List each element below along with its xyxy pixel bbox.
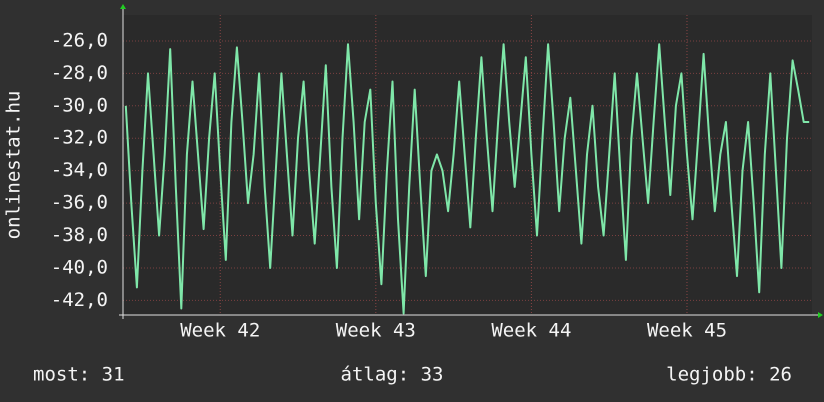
x-tick-label: Week 45: [647, 320, 727, 342]
y-tick-label: -32,0: [51, 127, 108, 149]
series-line: [124, 43, 810, 315]
y-tick-label: -40,0: [51, 256, 108, 278]
y-tick-label: -42,0: [51, 289, 108, 311]
y-tick-label: -28,0: [51, 62, 108, 84]
plot-area: [123, 15, 812, 315]
axis-arrow: [120, 4, 126, 9]
y-tick-label: -30,0: [51, 94, 108, 116]
axis-arrow: [818, 312, 823, 318]
footer-best: legjobb: 26: [666, 364, 792, 386]
footer-current: most: 31: [33, 364, 125, 386]
y-axis-label: onlinestat.hu: [3, 91, 25, 240]
y-tick-label: -34,0: [51, 159, 108, 181]
y-tick-label: -38,0: [51, 224, 108, 246]
footer-average: átlag: 33: [341, 364, 444, 386]
y-tick-label: -36,0: [51, 192, 108, 214]
x-tick-label: Week 44: [491, 320, 571, 342]
y-tick-label: -26,0: [51, 29, 108, 51]
x-tick-label: Week 43: [336, 320, 416, 342]
x-tick-label: Week 42: [180, 320, 260, 342]
